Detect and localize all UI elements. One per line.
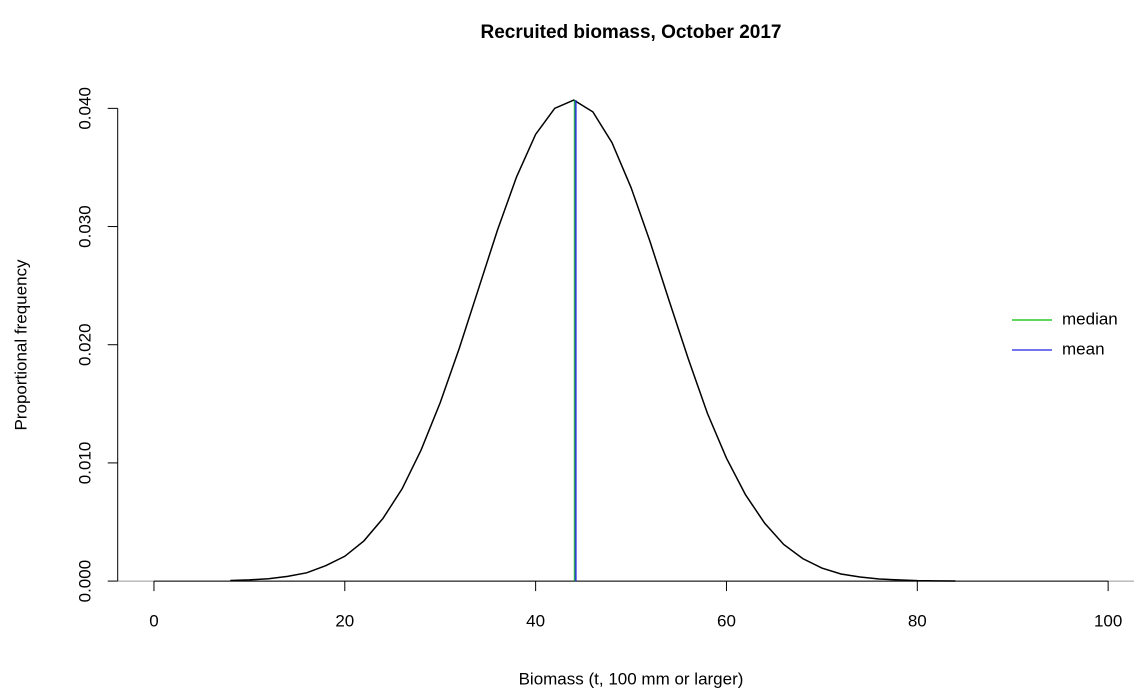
y-tick-label: 0.020	[75, 323, 94, 366]
y-tick-label: 0.030	[75, 205, 94, 248]
y-axis-label: Proportional frequency	[11, 259, 30, 431]
legend-label: mean	[1062, 339, 1105, 358]
x-tick-label: 100	[1094, 611, 1122, 630]
x-axis-label: Biomass (t, 100 mm or larger)	[519, 669, 744, 688]
y-tick-label: 0.000	[75, 560, 94, 603]
density-line	[230, 99, 956, 582]
chart-title: Recruited biomass, October 2017	[481, 22, 782, 43]
x-tick-label: 80	[908, 611, 927, 630]
y-tick-label: 0.010	[75, 442, 94, 485]
x-tick-label: 0	[149, 611, 158, 630]
x-tick-label: 40	[526, 611, 545, 630]
legend-label: median	[1062, 309, 1118, 328]
x-tick-label: 60	[717, 611, 736, 630]
y-tick-label: 0.040	[75, 87, 94, 130]
x-tick-label: 20	[335, 611, 354, 630]
